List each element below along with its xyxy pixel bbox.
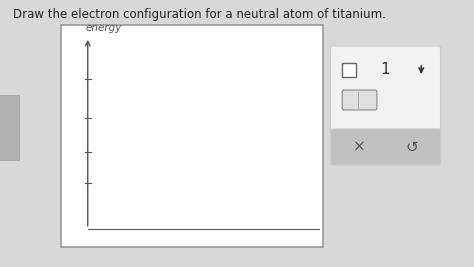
Bar (342, 63, 356, 77)
FancyBboxPatch shape (331, 129, 440, 165)
Text: Draw the electron configuration for a neutral atom of titanium.: Draw the electron configuration for a ne… (13, 8, 385, 21)
Text: 1: 1 (381, 62, 391, 77)
FancyBboxPatch shape (342, 90, 377, 110)
Bar (61, 25, 323, 247)
Text: ×: × (353, 139, 366, 155)
Text: ↺: ↺ (405, 139, 418, 155)
Text: energy: energy (86, 23, 122, 33)
Bar (0, 95, 19, 160)
FancyBboxPatch shape (331, 46, 440, 165)
